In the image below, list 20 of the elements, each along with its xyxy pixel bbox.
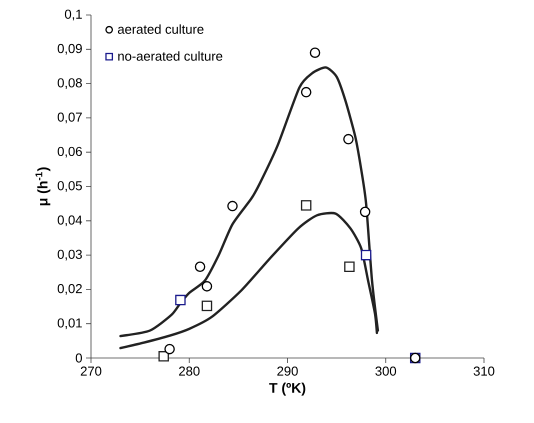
x-axis-title: T (ºK) [269, 382, 306, 396]
y-tick-label: 0 [76, 353, 82, 363]
y-tick-label: 0,07 [58, 112, 82, 124]
y-tick-label: 0,06 [58, 146, 82, 158]
y-tick-label: 0,08 [58, 78, 82, 89]
y-tick-label: 0,03 [58, 250, 82, 260]
y-tick-label: 0,09 [58, 44, 82, 55]
x-tick-label: 310 [474, 366, 494, 376]
x-tick-label: 280 [179, 366, 200, 376]
y-tick-label: 0,01 [58, 318, 82, 330]
x-tick-label: 290 [277, 366, 298, 376]
legend-label: no-aerated culture [118, 51, 222, 61]
y-axis-title: μ (h$^{-1}$) [35, 167, 50, 206]
x-tick-label: 300 [375, 366, 396, 376]
y-tick-label: 0,05 [58, 181, 82, 192]
x-tick-label: 270 [80, 366, 102, 376]
y-tick-label: 0,02 [58, 284, 82, 295]
legend-label: aerated culture [118, 24, 204, 34]
y-tick-label: 0,1 [64, 10, 82, 20]
y-tick-label: 0,04 [58, 215, 82, 226]
